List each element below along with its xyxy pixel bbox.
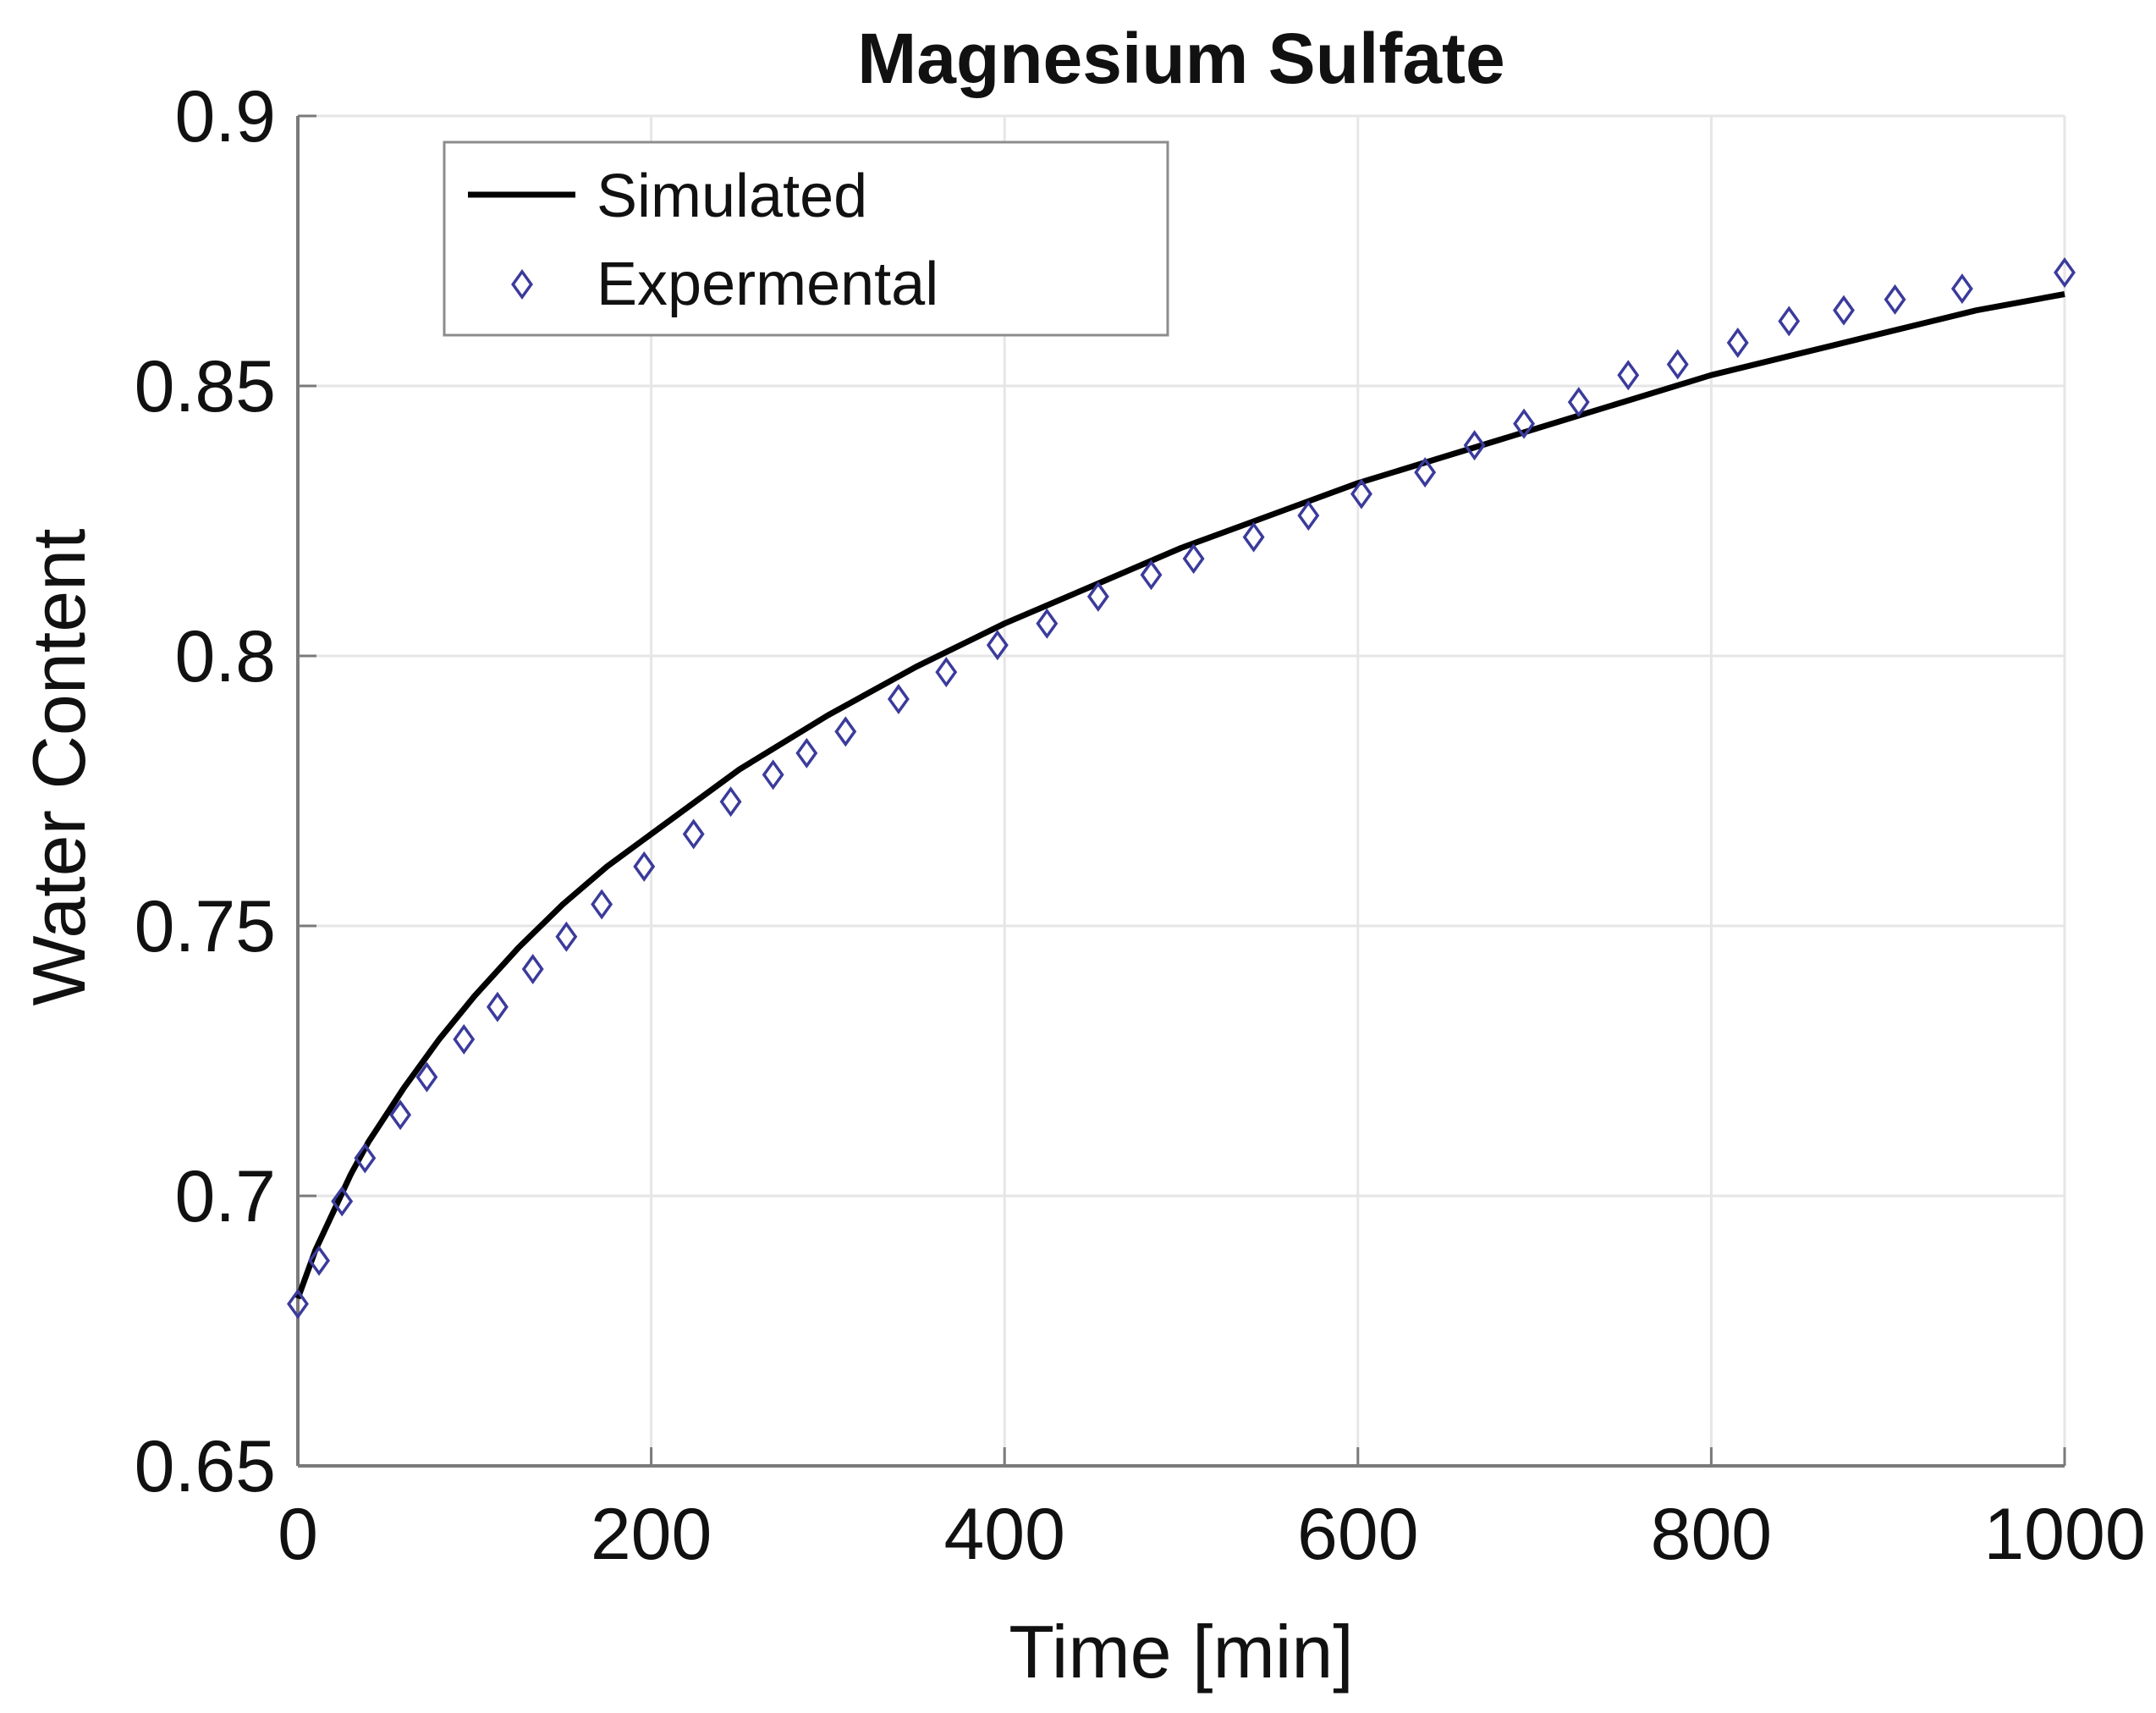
data-point-experimental: [1463, 430, 1486, 461]
data-point-experimental: [762, 759, 784, 790]
x-tick-label: 600: [1297, 1494, 1419, 1575]
data-point-experimental: [1617, 360, 1640, 391]
plot-area: [298, 116, 2065, 1466]
data-point-experimental: [935, 657, 958, 688]
data-point-experimental: [591, 889, 613, 920]
data-point-experimental: [834, 716, 857, 747]
data-point-experimental: [719, 786, 742, 818]
ticks: 0 200 400 600 800 1000 0.65 0.7 0.75 0.8 0.85 0.9: [135, 76, 2146, 1575]
data-point-experimental: [354, 1143, 377, 1174]
x-tick-label: 1000: [1983, 1494, 2145, 1575]
y-axis-title: Water Content: [17, 528, 101, 1005]
data-point-experimental: [287, 1288, 309, 1319]
data-point-experimental: [486, 991, 509, 1022]
y-tick-label: 0.8: [174, 616, 276, 697]
data-point-experimental: [1242, 521, 1265, 553]
data-point-experimental: [521, 954, 544, 985]
data-point-experimental: [1297, 500, 1320, 532]
x-tick-label: 400: [943, 1494, 1065, 1575]
data-point-experimental: [1778, 306, 1801, 337]
series-line-simulated: [294, 291, 2065, 1300]
data-point-experimental: [633, 851, 656, 882]
x-tick-label: 800: [1651, 1494, 1773, 1575]
data-point-experimental: [1140, 559, 1163, 591]
data-point-experimental: [415, 1061, 438, 1093]
legend-experimental-swatch: [511, 269, 533, 300]
y-tick-label: 0.65: [135, 1426, 276, 1507]
data-point-experimental: [682, 818, 705, 850]
data-point-experimental: [1086, 581, 1109, 612]
data-point-experimental: [453, 1023, 476, 1055]
data-point-experimental: [555, 921, 578, 952]
data-point-experimental: [1833, 295, 1855, 326]
legend-box: [443, 140, 1169, 337]
y-tick-label: 0.75: [135, 886, 276, 967]
y-tick-label: 0.85: [135, 346, 276, 427]
data-point-experimental: [986, 630, 1009, 661]
chart-title: Magnesium Sulfate: [857, 19, 1504, 98]
data-point-experimental: [1950, 273, 1973, 305]
y-tick-label: 0.9: [174, 76, 276, 157]
data-point-experimental: [887, 684, 910, 715]
data-point-experimental: [1884, 284, 1906, 315]
legend: Simulated Expermental: [443, 140, 1169, 337]
legend-label-experimental: Expermental: [597, 251, 938, 318]
data-point-experimental: [1666, 349, 1689, 380]
data-point-experimental: [1513, 408, 1536, 439]
data-point-experimental: [1036, 608, 1059, 639]
legend-label-simulated: Simulated: [597, 162, 867, 230]
data-point-experimental: [1726, 327, 1749, 358]
x-tick-label: 0: [278, 1494, 318, 1575]
data-point-experimental: [1350, 478, 1372, 509]
data-point-experimental: [1182, 543, 1205, 575]
y-tick-label: 0.7: [174, 1156, 276, 1237]
data-point-experimental: [1567, 387, 1590, 418]
data-point-experimental: [331, 1186, 354, 1217]
data-point-experimental: [2054, 257, 2076, 289]
data-point-experimental: [389, 1099, 412, 1131]
data-point-experimental: [308, 1245, 331, 1276]
data-point-experimental: [795, 737, 818, 768]
x-tick-label: 200: [591, 1494, 712, 1575]
series-layer: [287, 257, 2076, 1319]
x-axis-title: Time [min]: [1009, 1610, 1353, 1694]
axes: [296, 116, 2065, 1468]
data-point-experimental: [1414, 457, 1437, 488]
